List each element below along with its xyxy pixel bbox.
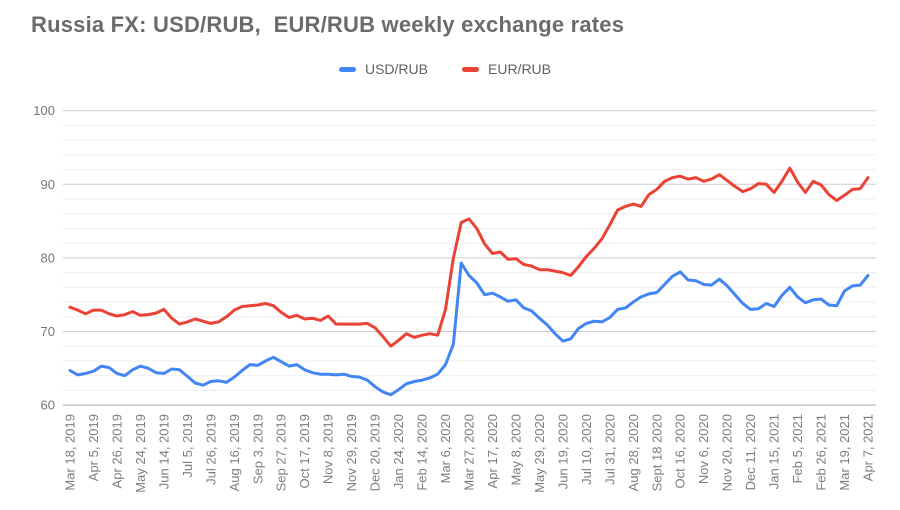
y-tick-label: 60: [41, 398, 55, 413]
y-tick-label: 90: [41, 177, 55, 192]
usd-rub-line: [68, 261, 870, 397]
x-tick-label: Mar 27, 2020: [462, 414, 477, 491]
x-tick-label: Nov 29, 2019: [344, 414, 359, 491]
x-tick-label: Oct 17, 2019: [297, 414, 312, 488]
legend-item-usd-rub: USD/RUB: [338, 61, 428, 77]
x-tick-label: Nov 6, 2020: [696, 414, 711, 484]
x-tick-label: Jan 24, 2020: [391, 414, 406, 489]
x-tick-label: Jun 14, 2019: [156, 414, 171, 489]
x-tick-label: Jul 10, 2020: [579, 414, 594, 485]
x-tick-label: Apr 17, 2020: [485, 414, 500, 488]
y-tick-label: 80: [41, 250, 55, 265]
legend: USD/RUB EUR/RUB: [0, 61, 890, 77]
x-tick-label: Sept 18 2020: [649, 414, 664, 491]
x-tick-label: Dec 11, 2020: [743, 414, 758, 490]
x-tick-label: Jul 31, 2020: [602, 414, 617, 485]
x-tick-label: Jul 5, 2019: [180, 414, 195, 478]
y-tick-label: 100: [33, 103, 55, 118]
x-tick-label: Apr 26, 2019: [109, 414, 124, 488]
y-tick-label: 70: [41, 324, 55, 339]
x-tick-label: May 29, 2020: [532, 414, 547, 493]
chart-title: Russia FX: USD/RUB, EUR/RUB weekly excha…: [31, 12, 625, 37]
x-tick-label: Aug 16, 2019: [227, 414, 242, 491]
x-tick-label: Mar 19, 2021: [837, 414, 852, 491]
x-tick-label: Aug 28, 2020: [626, 414, 641, 491]
x-tick-label: Apr 7, 2021: [861, 414, 876, 481]
legend-item-eur-rub: EUR/RUB: [462, 61, 551, 77]
x-tick-label: May 8, 2020: [508, 414, 523, 486]
x-tick-label: Sep 3, 2019: [250, 414, 265, 484]
x-tick-label: Nov 8, 2019: [321, 414, 336, 484]
x-tick-label: Jun 19, 2020: [555, 414, 570, 489]
eur-rub-line: [68, 166, 870, 348]
x-tick-label: Sep 27, 2019: [274, 414, 289, 491]
x-tick-label: Jul 26, 2019: [203, 414, 218, 485]
eur-rub-legend-label: EUR/RUB: [488, 61, 552, 77]
x-tick-label: Feb 5, 2021: [790, 414, 805, 483]
x-tick-label: Feb 14, 2020: [415, 414, 430, 491]
x-tick-label: Apr 5, 2019: [86, 414, 101, 481]
x-tick-label: Mar 6, 2020: [438, 414, 453, 483]
x-tick-label: May 24, 2019: [133, 414, 148, 493]
x-tick-label: Oct 16, 2020: [673, 414, 688, 488]
eur-rub-swatch-icon: [462, 66, 479, 72]
x-tick-label: Jan 15, 2021: [767, 414, 782, 489]
x-tick-label: Dec 20, 2019: [368, 414, 383, 491]
usd-rub-swatch-icon: [338, 66, 356, 72]
x-tick-label: Feb 26, 2021: [814, 414, 829, 491]
x-tick-label: Mar 18, 2019: [63, 414, 78, 491]
usd-rub-legend-label: USD/RUB: [364, 61, 428, 77]
x-tick-label: Nov 20, 2020: [720, 414, 735, 491]
